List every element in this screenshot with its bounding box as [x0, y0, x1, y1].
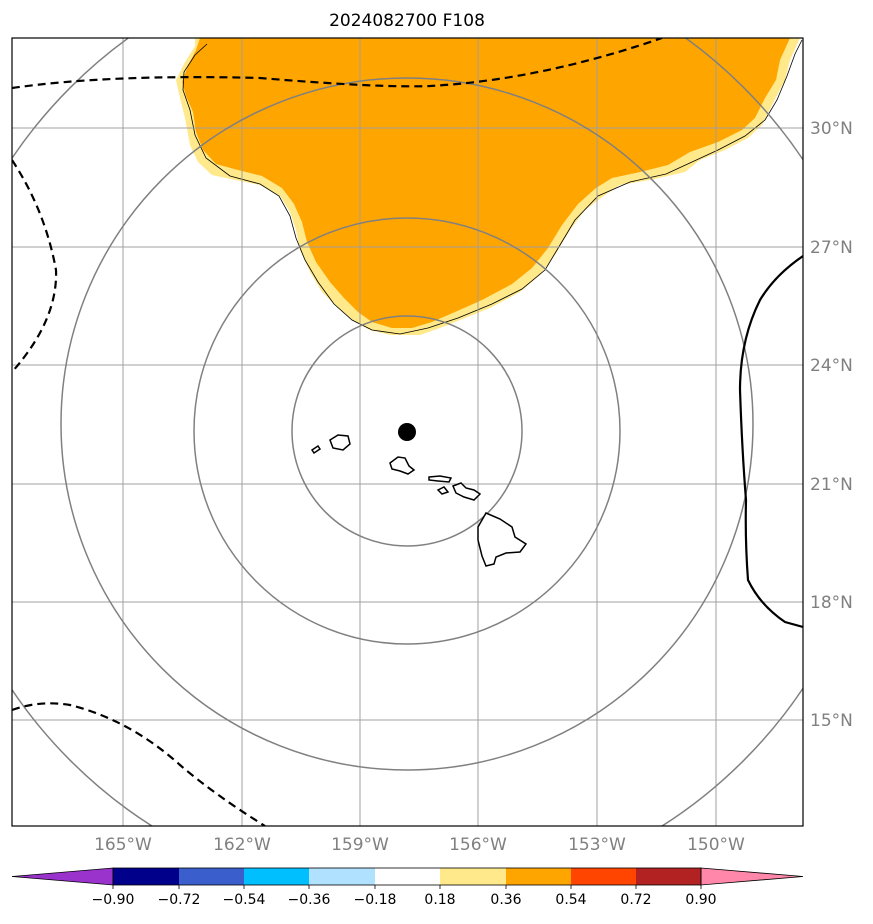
anomaly-boundary-line	[182, 39, 803, 335]
island-maui	[452, 482, 482, 501]
lat-label: 15°N	[810, 711, 853, 731]
island-kauai	[329, 434, 351, 451]
lon-label: 153°W	[568, 835, 626, 855]
lon-label: 159°W	[331, 835, 389, 855]
positive-contour	[738, 255, 803, 629]
lon-labels: 165°W 162°W 159°W 156°W 153°W 150°W	[94, 835, 745, 855]
lon-label: 156°W	[449, 835, 507, 855]
colorbar-bin	[113, 868, 179, 885]
lon-label: 165°W	[94, 835, 152, 855]
colorbar-tick-label: −0.36	[288, 892, 331, 908]
colorbar-tick-label: −0.72	[158, 892, 201, 908]
colorbar-tick-label: −0.18	[354, 892, 397, 908]
island-hawaii	[477, 512, 528, 567]
colorbar-bin	[375, 868, 440, 885]
lat-label: 18°N	[810, 593, 853, 613]
colorbar-bin	[309, 868, 375, 885]
island-molokai	[428, 475, 453, 483]
colorbar-bin	[179, 868, 244, 885]
island-oahu	[389, 456, 416, 475]
colorbar-tick-label: 0.54	[555, 892, 586, 908]
colorbar-bin	[571, 868, 636, 885]
range-rings	[12, 38, 803, 826]
anomaly-region	[182, 38, 790, 328]
map-frame	[11, 37, 804, 827]
islands	[310, 434, 528, 567]
colorbar-bin	[506, 868, 571, 885]
colorbar: −0.90 −0.72 −0.54 −0.36 −0.18 0.18 0.36 0.54 0.7…	[11, 867, 804, 908]
map-plot-area	[12, 38, 803, 826]
lat-labels: 30°N 27°N 24°N 21°N 18°N 15°N	[810, 119, 853, 731]
lon-label: 150°W	[687, 835, 745, 855]
colorbar-bin	[636, 868, 701, 885]
colorbar-tick-label: 0.90	[685, 892, 716, 908]
island-niihau	[310, 444, 322, 455]
colorbar-tick-label: 0.36	[490, 892, 521, 908]
lat-label: 30°N	[810, 119, 853, 139]
colorbar-bin	[440, 868, 506, 885]
colorbar-extend-low	[11, 867, 114, 886]
lat-label: 24°N	[810, 356, 853, 376]
colorbar-extend-high	[700, 867, 804, 886]
colorbar-tick-label: 0.72	[620, 892, 651, 908]
map-title: 2024082700 F108	[329, 11, 485, 31]
lon-label: 162°W	[213, 835, 271, 855]
grid	[12, 38, 803, 826]
colorbar-tick-label: 0.18	[424, 892, 455, 908]
island-lanai	[436, 486, 450, 495]
colorbar-bin	[244, 868, 309, 885]
center-marker	[398, 423, 416, 441]
colorbar-tick-label: −0.90	[92, 892, 135, 908]
lat-label: 21°N	[810, 475, 853, 495]
colorbar-tick-label: −0.54	[223, 892, 266, 908]
colorbar-outline	[112, 867, 702, 886]
negative-contours	[12, 38, 663, 826]
lat-label: 27°N	[810, 238, 853, 258]
